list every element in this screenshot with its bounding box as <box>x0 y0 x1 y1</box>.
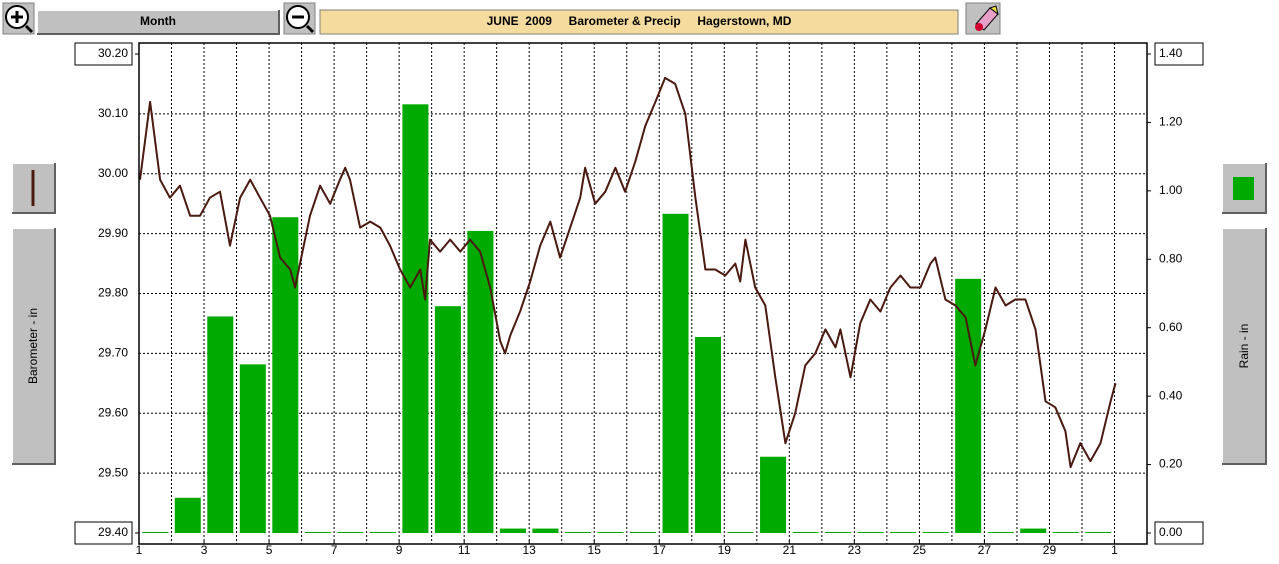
rain-bar <box>174 497 201 533</box>
x-tick-label: 17 <box>653 543 667 557</box>
x-tick-label: 3 <box>201 543 208 557</box>
y-tick-label: 30.10 <box>98 106 128 120</box>
tick-label-box <box>1154 521 1204 545</box>
rain-bar <box>207 316 234 533</box>
period-button[interactable]: Month <box>36 9 280 35</box>
y-tick-label: 29.40 <box>98 525 128 539</box>
zoom-in-button[interactable] <box>2 2 35 35</box>
y-tick-label: 29.60 <box>98 405 128 419</box>
rain-bar <box>955 278 982 533</box>
rain-bar <box>662 213 689 534</box>
tick-label-box <box>74 42 133 66</box>
y-tick-label: 29.50 <box>98 465 128 479</box>
right-axis-button[interactable]: Rain - in <box>1221 227 1267 465</box>
y-tick-label: 29.80 <box>98 286 128 300</box>
x-tick-label: 1 <box>136 543 143 557</box>
x-tick-label: 13 <box>523 543 537 557</box>
tick-label-box <box>1154 42 1204 66</box>
y2-tick-label: 0.60 <box>1159 320 1183 334</box>
tick-label-box <box>74 521 133 545</box>
rain-bar <box>434 306 461 533</box>
rain-bar <box>532 528 559 533</box>
x-tick-label: 29 <box>1043 543 1057 557</box>
rain-bar <box>922 532 949 533</box>
rain-bar <box>337 532 364 533</box>
left-axis-button[interactable]: Barometer - in <box>11 227 56 465</box>
y2-tick-label: 0.40 <box>1159 388 1183 402</box>
y2-tick-label: 0.80 <box>1159 251 1183 265</box>
x-tick-label: 25 <box>913 543 927 557</box>
barometer-line <box>139 76 1117 469</box>
y2-tick-label: 0.00 <box>1159 525 1183 539</box>
rain-bar <box>629 532 657 533</box>
title-bar <box>319 9 959 35</box>
rain-bar <box>1052 532 1079 533</box>
y-axis-label: Barometer - in <box>26 308 40 384</box>
x-tick-label: 7 <box>331 543 338 557</box>
x-tick-label: 9 <box>396 543 403 557</box>
x-tick-label: 15 <box>588 543 602 557</box>
rain-bar <box>499 528 526 533</box>
bar-series-button[interactable] <box>1221 162 1267 214</box>
x-tick-label: 1 <box>1111 543 1118 557</box>
rain-bar <box>1085 532 1112 533</box>
y2-tick-label: 0.20 <box>1159 457 1183 471</box>
rain-bar <box>727 532 754 533</box>
rain-bar <box>987 532 1014 533</box>
y2-tick-label: 1.00 <box>1159 183 1183 197</box>
rain-bar <box>597 532 624 533</box>
plot-area: 29.4029.5029.6029.7029.8029.9030.0030.10… <box>74 42 1204 557</box>
y2-tick-label: 1.20 <box>1159 115 1183 129</box>
rain-bar <box>239 364 266 533</box>
x-tick-label: 23 <box>848 543 862 557</box>
edit-button[interactable] <box>965 2 1001 35</box>
y-tick-label: 30.20 <box>98 46 128 60</box>
zoom-out-button[interactable] <box>283 2 316 35</box>
rain-bar <box>142 532 169 533</box>
y-tick-label: 29.70 <box>98 346 128 360</box>
plot-frame <box>138 42 1148 545</box>
period-label: Month <box>140 14 176 28</box>
y2-axis-label: Rain - in <box>1237 324 1251 369</box>
x-tick-label: 21 <box>783 543 797 557</box>
rain-bar <box>890 532 917 533</box>
x-tick-label: 5 <box>266 543 273 557</box>
y-tick-label: 29.90 <box>98 226 128 240</box>
rain-bar <box>792 532 819 533</box>
rain-bar <box>564 532 591 533</box>
x-tick-label: 19 <box>718 543 732 557</box>
rain-bar <box>402 104 429 534</box>
rain-bar <box>857 532 884 533</box>
rain-bar <box>369 532 396 533</box>
rain-bar <box>467 230 494 533</box>
x-tick-label: 11 <box>458 543 471 557</box>
rain-bar <box>760 456 787 533</box>
rain-bar <box>272 217 299 533</box>
rain-bar <box>825 532 852 533</box>
chart-title: JUNE 2009 Barometer & Precip Hagerstown,… <box>487 14 792 28</box>
rain-bar <box>695 336 722 533</box>
x-tick-label: 27 <box>978 543 992 557</box>
y-tick-label: 30.00 <box>98 166 128 180</box>
line-series-button[interactable] <box>11 162 56 214</box>
y2-tick-label: 1.40 <box>1159 46 1183 60</box>
rain-bar <box>304 532 331 533</box>
rain-bar <box>1020 528 1047 533</box>
